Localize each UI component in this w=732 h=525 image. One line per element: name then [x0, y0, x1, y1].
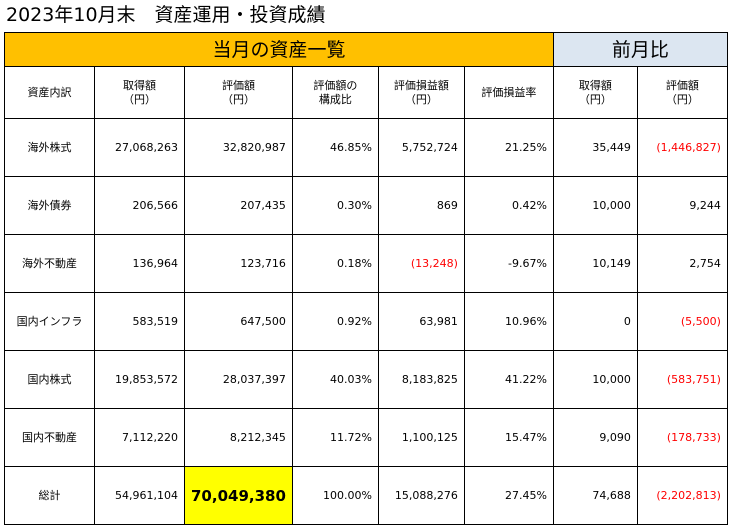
table-cell: -9.67%: [463, 234, 554, 293]
header-line: （円）: [123, 92, 156, 106]
table-cell: (13,248): [377, 234, 465, 293]
header-line: （円）: [404, 92, 438, 106]
table-cell: 41.22%: [463, 350, 554, 409]
table-cell: 0.42%: [463, 176, 554, 235]
table-cell: 46.85%: [291, 118, 379, 177]
header-prev-acquisition: 取得額 （円）: [552, 66, 638, 119]
row-label: 海外不動産: [4, 234, 95, 293]
table-cell: 0.92%: [291, 292, 379, 351]
table-cell: 15,088,276: [377, 466, 465, 525]
header-breakdown: 資産内訳: [4, 66, 95, 119]
table-row: 海外不動産 136,964 123,716 0.18% (13,248) -9.67% 10…: [4, 234, 728, 293]
header-line: 評価額: [221, 78, 255, 92]
table-cell: 35,449: [552, 118, 638, 177]
table-row: 海外債券 206,566 207,435 0.30% 869 0.42% 10,000 9,2…: [4, 176, 728, 235]
row-label: 国内不動産: [4, 408, 95, 467]
table-cell: 27,068,263: [94, 118, 185, 177]
table-cell: 63,981: [377, 292, 465, 351]
table-cell: 15.47%: [463, 408, 554, 467]
header-gain-loss: 評価損益額 （円）: [377, 66, 465, 119]
header-valuation: 評価額 （円）: [184, 66, 293, 119]
header-gain-rate: 評価損益率: [463, 66, 554, 119]
table-cell: 2,754: [636, 234, 728, 293]
table-row: 国内インフラ 583,519 647,500 0.92% 63,981 10.96% 0 (5…: [4, 292, 728, 351]
table-cell: 0.30%: [291, 176, 379, 235]
table-cell: 10,000: [552, 350, 638, 409]
row-label: 総計: [4, 466, 95, 525]
header-row: 資産内訳 取得額 （円） 評価額 （円） 評価額の 構成比 評価損益額 （円） 評価損益率 取得額（…: [4, 66, 728, 119]
header-composition: 評価額の 構成比: [291, 66, 379, 119]
table-cell: 5,752,724: [377, 118, 465, 177]
table-cell: 123,716: [184, 234, 293, 293]
table-cell: (5,500): [636, 292, 728, 351]
table-cell: (2,202,813): [636, 466, 728, 525]
header-line: （円）: [578, 92, 612, 106]
table-cell: 869: [377, 176, 465, 235]
table-cell: 0.18%: [291, 234, 379, 293]
row-label: 国内株式: [4, 350, 95, 409]
table-cell: 27.45%: [463, 466, 554, 525]
table-cell: 19,853,572: [94, 350, 185, 409]
header-line: 評価損益額: [393, 78, 449, 92]
table-cell: 8,183,825: [377, 350, 465, 409]
table-cell: 9,244: [636, 176, 728, 235]
table-cell: 647,500: [184, 292, 293, 351]
table-cell: 136,964: [94, 234, 185, 293]
table-row: 海外株式 27,068,263 32,820,987 46.85% 5,752,724 2…: [4, 118, 728, 177]
table-row: 国内不動産 7,112,220 8,212,345 11.72% 1,100,125 15…: [4, 408, 728, 467]
table-cell: 21.25%: [463, 118, 554, 177]
table-cell: 7,112,220: [94, 408, 185, 467]
table-cell: 100.00%: [291, 466, 379, 525]
table-cell: 32,820,987: [184, 118, 293, 177]
table-cell: 74,688: [552, 466, 638, 525]
table-cell: 10,000: [552, 176, 638, 235]
table-row: 国内株式 19,853,572 28,037,397 40.03% 8,183,825 4…: [4, 350, 728, 409]
row-label: 海外株式: [4, 118, 95, 177]
table-cell: 1,100,125: [377, 408, 465, 467]
table-cell: 10.96%: [463, 292, 554, 351]
header-line: 評価額: [665, 78, 699, 92]
row-label: 国内インフラ: [4, 292, 95, 351]
table-cell: 10,149: [552, 234, 638, 293]
header-line: 評価額の: [313, 78, 358, 92]
table-cell: (583,751): [636, 350, 728, 409]
total-row: 総計 54,961,104 70,049,380 100.00% 15,088,276 2…: [4, 466, 728, 525]
table-cell: 0: [552, 292, 638, 351]
header-line: 取得額: [123, 78, 156, 92]
table-cell: 8,212,345: [184, 408, 293, 467]
table-cell: (1,446,827): [636, 118, 728, 177]
current-month-banner: 当月の資産一覧: [4, 32, 554, 67]
asset-table: 当月の資産一覧 前月比 資産内訳 取得額 （円） 評価額 （円） 評価額の 構成比 評価損益額…: [4, 32, 728, 525]
table-cell: 40.03%: [291, 350, 379, 409]
header-line: 取得額: [578, 78, 612, 92]
header-line: 資産内訳: [27, 85, 72, 99]
header-prev-valuation: 評価額 （円）: [636, 66, 728, 119]
table-cell: 54,961,104: [94, 466, 185, 525]
table-cell: 583,519: [94, 292, 185, 351]
table-cell: 11.72%: [291, 408, 379, 467]
table-cell: 9,090: [552, 408, 638, 467]
header-line: （円）: [221, 92, 255, 106]
header-line: （円）: [665, 92, 699, 106]
table-cell: 207,435: [184, 176, 293, 235]
page-title: 2023年10月末 資産運用・投資成績: [6, 4, 326, 26]
header-line: 構成比: [318, 92, 352, 106]
header-acquisition: 取得額 （円）: [94, 66, 185, 119]
table-cell: (178,733): [636, 408, 728, 467]
header-line: 評価損益率: [481, 85, 537, 99]
banner-row: 当月の資産一覧 前月比: [4, 32, 728, 67]
table-cell: 206,566: [94, 176, 185, 235]
total-valuation-highlight: 70,049,380: [184, 466, 293, 525]
previous-month-banner: 前月比: [552, 32, 728, 67]
table-cell: 28,037,397: [184, 350, 293, 409]
row-label: 海外債券: [4, 176, 95, 235]
